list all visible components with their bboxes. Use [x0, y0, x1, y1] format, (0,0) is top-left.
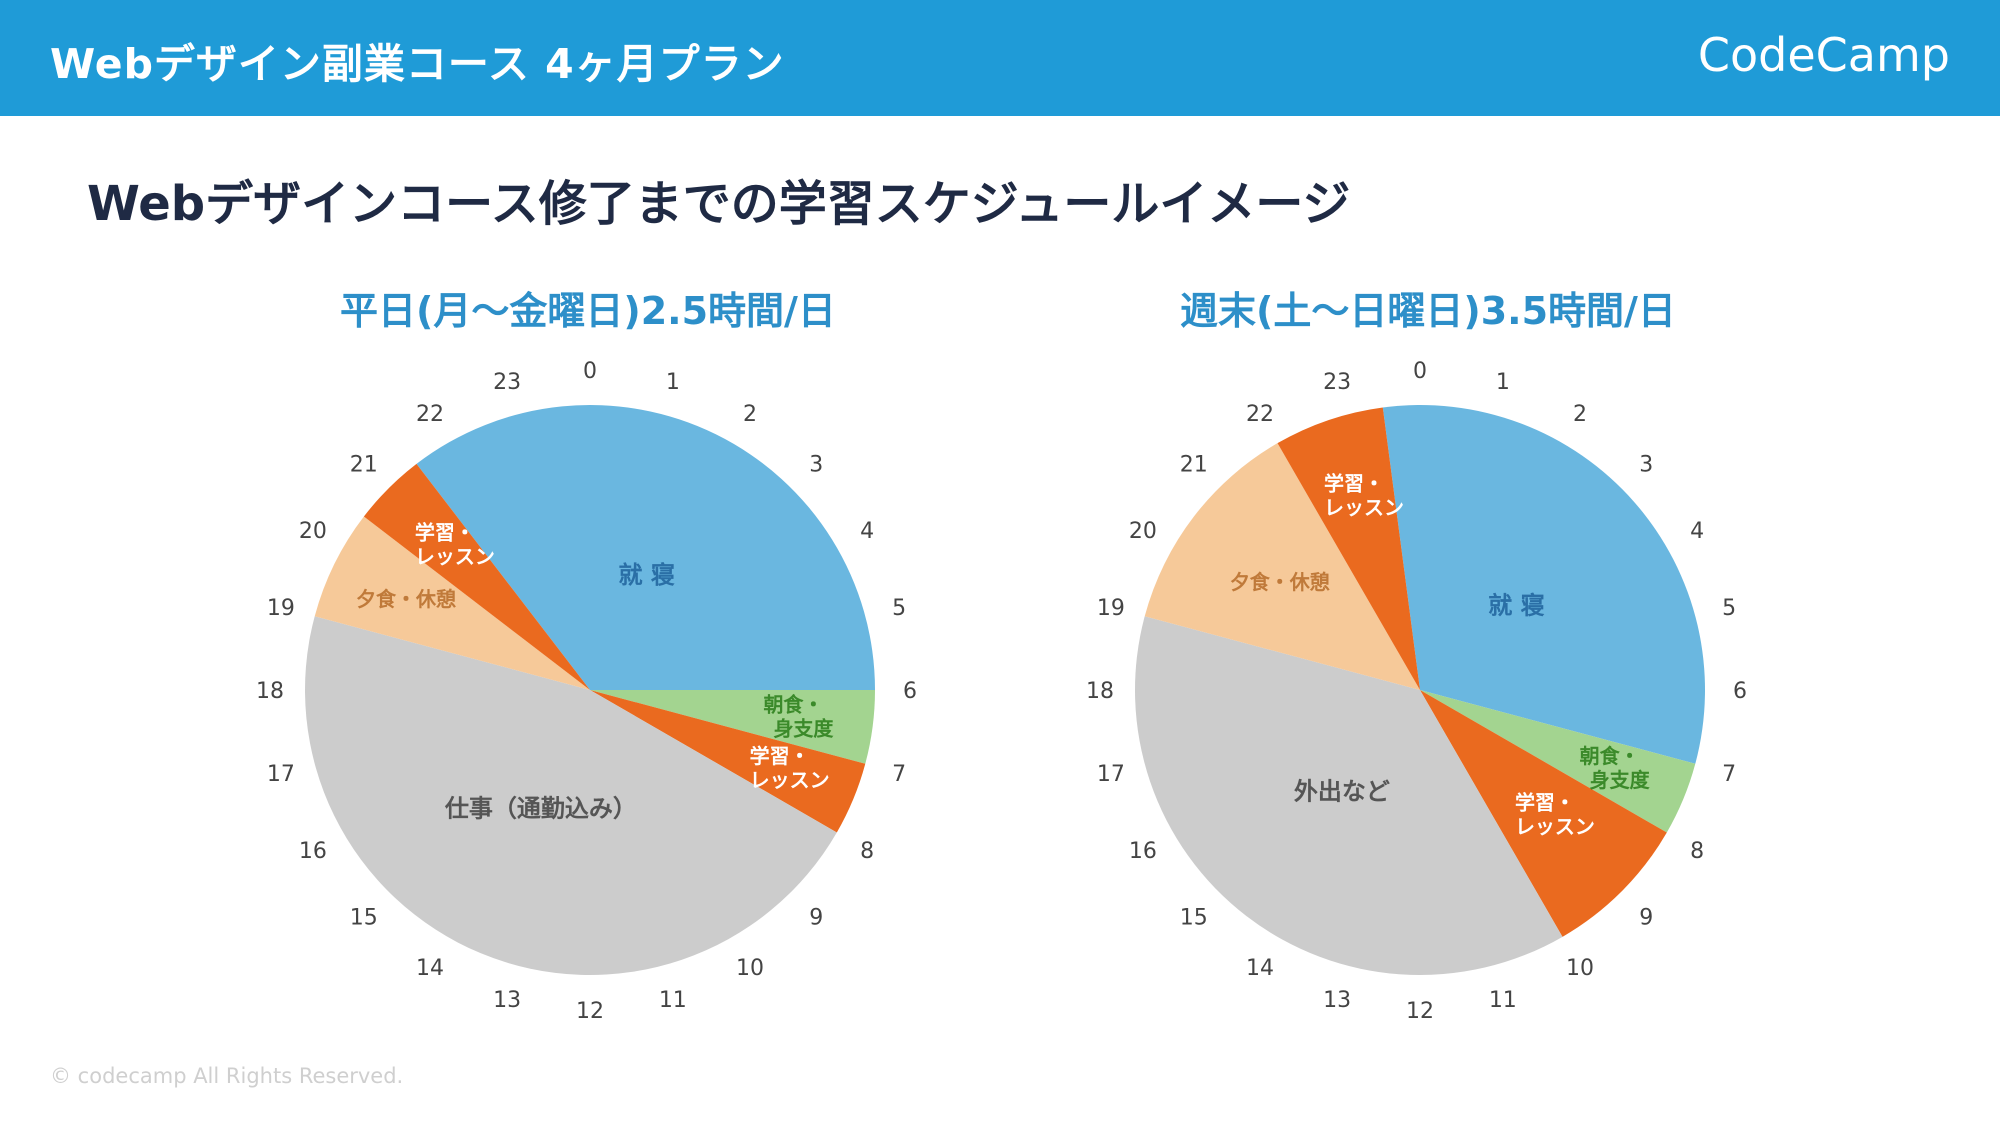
pie-slice [363, 463, 590, 690]
hour-tick-label: 20 [1129, 519, 1157, 544]
hour-tick-label: 8 [1690, 839, 1704, 864]
hour-tick-label: 13 [1323, 988, 1351, 1013]
hour-tick-label: 22 [1246, 402, 1274, 427]
slice-label: 学習・レッスン [1324, 471, 1404, 519]
hour-tick-label: 14 [416, 956, 444, 981]
hour-tick-label: 11 [659, 988, 687, 1013]
hour-tick-label: 7 [892, 762, 906, 787]
pie-slice [590, 690, 875, 764]
hour-tick-label: 6 [903, 679, 917, 704]
hour-tick-label: 2 [1573, 402, 1587, 427]
pie-slice [590, 690, 866, 833]
hour-tick-label: 5 [1722, 596, 1736, 621]
slice-label: 朝食・身支度 [763, 692, 834, 740]
hour-tick-label: 18 [256, 679, 284, 704]
pie-slice [1420, 690, 1667, 937]
copyright-footer: © codecamp All Rights Reserved. [50, 1064, 404, 1088]
hour-tick-label: 3 [1639, 453, 1653, 478]
hour-tick-label: 14 [1246, 956, 1274, 981]
hour-tick-label: 16 [299, 839, 327, 864]
hour-tick-label: 15 [1180, 905, 1208, 930]
weekday-chart-title: 平日(月～金曜日)2.5時間/日 [340, 289, 836, 333]
hour-tick-label: 7 [1722, 762, 1736, 787]
hour-tick-label: 19 [267, 596, 295, 621]
pie-slice [1144, 443, 1420, 690]
weekend-chart-title: 週末(土～日曜日)3.5時間/日 [1180, 289, 1676, 333]
hour-tick-label: 21 [1180, 453, 1208, 478]
hour-tick-label: 1 [1496, 370, 1510, 395]
hour-tick-label: 6 [1733, 679, 1747, 704]
hour-tick-label: 23 [1323, 370, 1351, 395]
hour-tick-label: 17 [267, 762, 295, 787]
hour-tick-label: 23 [493, 370, 521, 395]
slice-label: 外出など [1294, 778, 1390, 806]
hour-tick-label: 9 [809, 905, 823, 930]
hour-tick-label: 9 [1639, 905, 1653, 930]
hour-tick-label: 20 [299, 519, 327, 544]
hour-tick-label: 22 [416, 402, 444, 427]
hour-tick-label: 0 [1413, 359, 1427, 384]
slice-label: 仕事（通勤込み） [444, 794, 637, 822]
hour-tick-label: 0 [583, 359, 597, 384]
hour-tick-label: 1 [666, 370, 680, 395]
slice-label: 学習・レッスン [750, 744, 830, 792]
hour-tick-label: 11 [1489, 988, 1517, 1013]
codecamp-logo: CodeCamp [1697, 28, 1950, 82]
pie-slice [1420, 690, 1696, 833]
hour-tick-label: 13 [493, 988, 521, 1013]
slice-label: 就 寝 [1488, 591, 1544, 619]
hour-tick-label: 10 [736, 956, 764, 981]
pie-slice [1135, 616, 1563, 976]
pie-slice [1277, 407, 1420, 690]
hour-tick-label: 12 [1406, 999, 1434, 1024]
slice-label: 夕食・休憩 [1230, 570, 1330, 594]
header-bar: Webデザイン副業コース 4ヶ月プラン CodeCamp [0, 0, 2000, 116]
header-title: Webデザイン副業コース 4ヶ月プラン [50, 40, 785, 88]
pie-slice [1382, 405, 1705, 764]
hour-tick-label: 3 [809, 453, 823, 478]
pie-slice [416, 405, 875, 690]
hour-tick-label: 21 [350, 453, 378, 478]
hour-tick-label: 4 [860, 519, 874, 544]
hour-tick-label: 17 [1097, 762, 1125, 787]
hour-tick-label: 5 [892, 596, 906, 621]
hour-tick-label: 19 [1097, 596, 1125, 621]
pie-slice [314, 516, 590, 690]
hour-tick-label: 16 [1129, 839, 1157, 864]
slice-label: 学習・レッスン [415, 521, 495, 569]
pie-slice [305, 616, 837, 976]
hour-tick-label: 15 [350, 905, 378, 930]
hour-tick-label: 4 [1690, 519, 1704, 544]
slice-label: 夕食・休憩 [356, 587, 456, 611]
hour-tick-label: 2 [743, 402, 757, 427]
hour-tick-label: 8 [860, 839, 874, 864]
slice-label: 学習・レッスン [1515, 791, 1595, 839]
slice-label: 就 寝 [619, 561, 675, 589]
hour-tick-label: 12 [576, 999, 604, 1024]
hour-tick-label: 18 [1086, 679, 1114, 704]
page-title: Webデザインコース修了までの学習スケジュールイメージ [87, 176, 1351, 232]
slice-label: 朝食・身支度 [1580, 744, 1651, 792]
hour-tick-label: 10 [1566, 956, 1594, 981]
